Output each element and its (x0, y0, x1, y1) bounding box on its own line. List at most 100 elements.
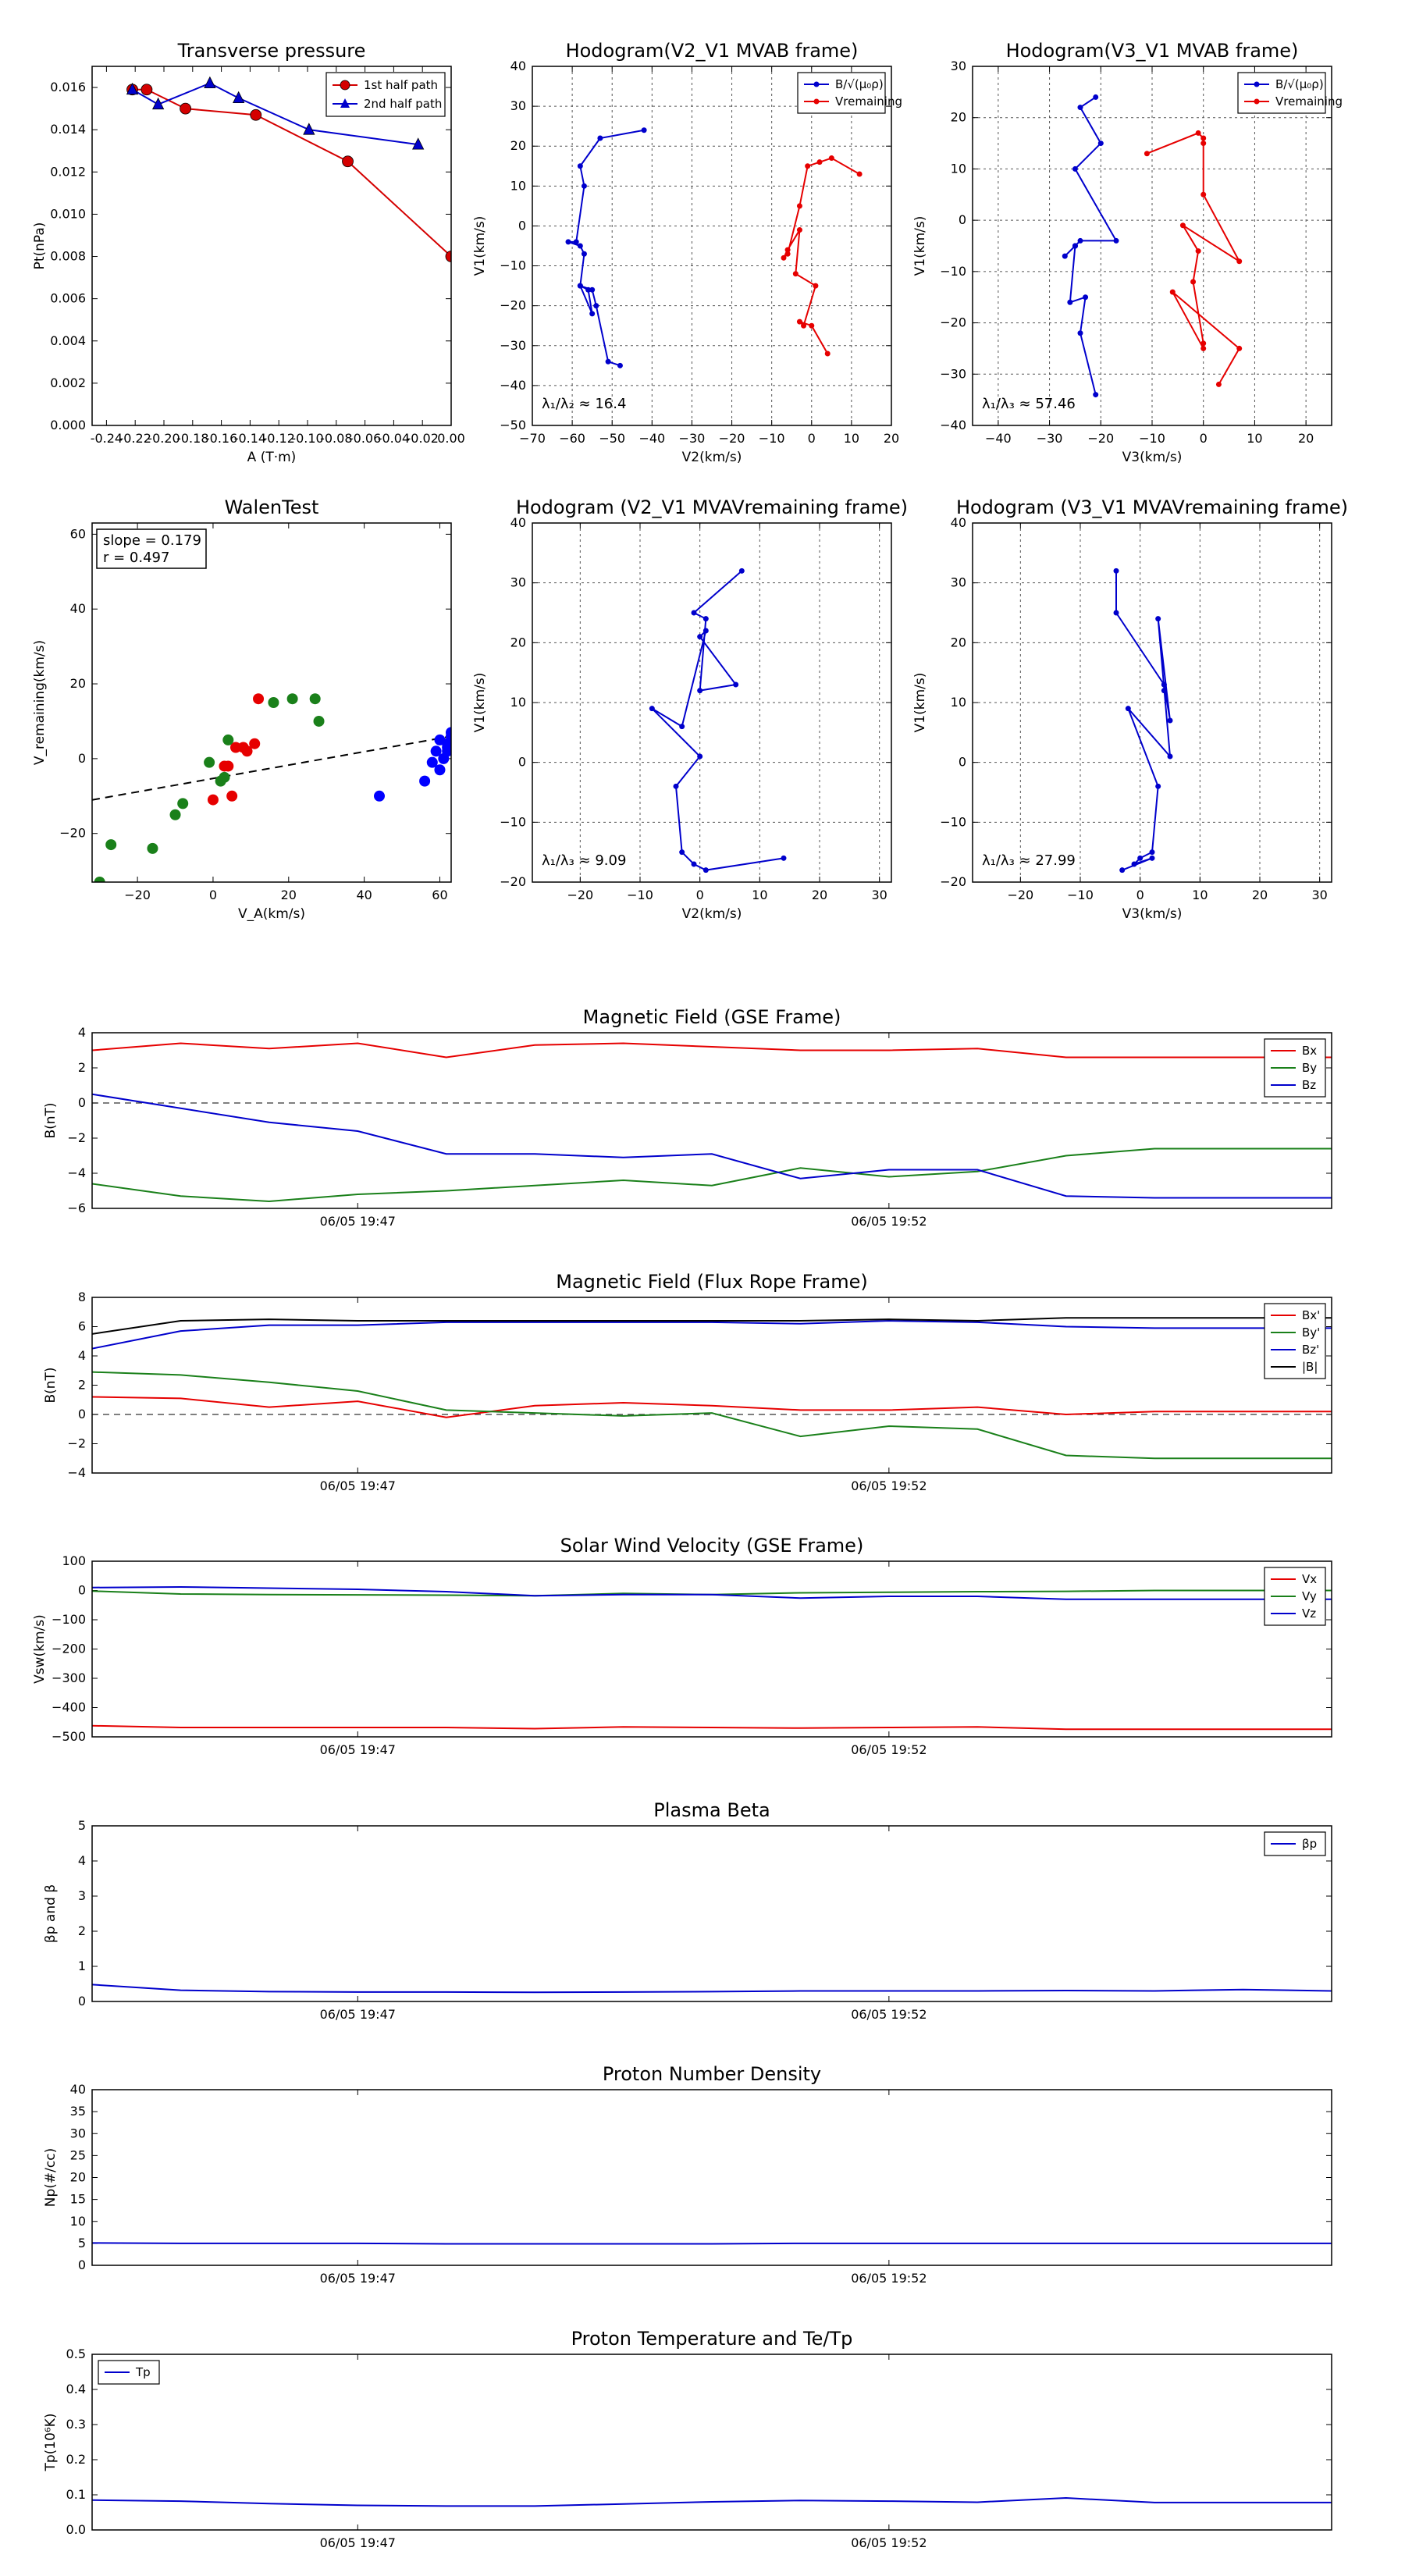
y-tick-label: 0 (959, 755, 966, 770)
x-tick-label: −20 (1007, 888, 1033, 902)
data-point (1131, 861, 1137, 867)
legend-label: Vy (1302, 1589, 1317, 1603)
y-axis-label: V1(km/s) (472, 216, 488, 276)
y-tick-label: 20 (951, 635, 966, 649)
y-axis-label: V1(km/s) (912, 216, 928, 276)
series-line-1 (92, 1371, 1332, 1460)
data-point (1062, 253, 1068, 259)
y-tick-label: 0.008 (50, 249, 86, 264)
data-point (430, 745, 442, 757)
y-tick-label: 2 (78, 1378, 86, 1393)
data-point (1072, 165, 1078, 172)
data-point (805, 163, 811, 169)
y-tick-label: 60 (70, 526, 86, 541)
eigen-ratio-label: λ₁/λ₂ ≈ 16.4 (542, 396, 626, 412)
data-point (253, 693, 265, 705)
series-line-1 (1147, 132, 1242, 385)
data-point (180, 102, 192, 115)
x-tick-label: 06/05 19:52 (851, 1214, 927, 1229)
y-tick-label: −10 (940, 264, 966, 279)
data-point (1144, 151, 1150, 157)
legend-marker (813, 98, 820, 105)
y-axis-label: V_remaining(km/s) (32, 640, 48, 765)
x-tick-label: 20 (884, 431, 899, 446)
x-tick-label: 06/05 19:52 (851, 2271, 927, 2286)
chart-title: Plasma Beta (653, 1799, 770, 1821)
plot-area (92, 2497, 1332, 2507)
data-point (1200, 191, 1207, 197)
y-tick-label: −4 (67, 1165, 86, 1180)
x-tick-label: -0.08 (320, 431, 352, 446)
x-tick-label: 06/05 19:52 (851, 2535, 927, 2550)
data-point (738, 568, 745, 574)
data-point (801, 322, 807, 329)
data-point (733, 681, 739, 688)
data-point (565, 239, 571, 245)
x-tick-label: -0.14 (234, 431, 266, 446)
y-tick-label: 3 (78, 1888, 86, 1903)
chart-pt: Transverse pressure-0.24-0.22-0.20-0.18-… (32, 40, 465, 465)
data-point (1125, 706, 1131, 712)
data-point (249, 738, 261, 749)
series-line-0 (651, 570, 784, 871)
data-point (605, 358, 611, 365)
y-tick-label: 0.0 (66, 2522, 86, 2537)
y-tick-label: 0 (518, 218, 526, 233)
legend-label: Bx (1302, 1044, 1317, 1058)
x-axis-label: V2(km/s) (682, 906, 742, 922)
y-axis-label: B(nT) (43, 1102, 59, 1138)
x-tick-label: -0.10 (291, 431, 323, 446)
y-tick-label: 40 (951, 515, 966, 530)
y-tick-label: 40 (510, 515, 526, 530)
y-tick-label: 0.1 (66, 2487, 86, 2502)
y-tick-label: 40 (510, 59, 526, 73)
y-tick-label: 8 (78, 1290, 86, 1304)
y-tick-label: 6 (78, 1319, 86, 1334)
y-tick-label: 0.2 (66, 2452, 86, 2467)
data-point (585, 286, 592, 293)
data-point (412, 137, 425, 150)
data-point (226, 790, 238, 802)
chart-title: Proton Number Density (603, 2063, 821, 2085)
legend: B/√(μ₀ρ) Vremaining (797, 72, 902, 114)
data-point (784, 251, 791, 257)
x-tick-label: 0 (1136, 888, 1144, 902)
data-point (581, 251, 587, 257)
y-tick-label: 30 (951, 59, 966, 73)
data-point (1113, 237, 1119, 244)
x-tick-label: −10 (1067, 888, 1094, 902)
data-point (1155, 616, 1161, 622)
series-line-1 (783, 157, 860, 354)
data-point (204, 756, 215, 768)
data-point (126, 82, 139, 95)
x-axis-label: V3(km/s) (1122, 450, 1183, 465)
legend-label: B/√(μ₀ρ) (835, 77, 884, 91)
legend-frame (1237, 72, 1326, 114)
x-tick-label: −10 (1139, 431, 1165, 446)
x-axis-label: V2(km/s) (682, 450, 742, 465)
y-tick-label: 0 (78, 1583, 86, 1598)
y-tick-label: −500 (52, 1729, 86, 1744)
x-tick-label: 06/05 19:47 (320, 1214, 396, 1229)
y-tick-label: 20 (70, 2170, 86, 2185)
y-tick-label: −100 (52, 1612, 86, 1627)
axes-frame (91, 2089, 1332, 2266)
data-point (828, 155, 834, 162)
data-point (233, 91, 245, 103)
x-tick-label: 06/05 19:52 (851, 1742, 927, 1757)
y-tick-label: −10 (500, 814, 526, 829)
legend-marker (340, 80, 350, 91)
data-point (147, 842, 158, 854)
data-point (207, 794, 219, 806)
y-tick-label: −300 (52, 1670, 86, 1685)
y-tick-label: 100 (62, 1553, 86, 1568)
y-tick-label: 25 (70, 2147, 86, 2162)
legend-label: |B| (1302, 1360, 1318, 1374)
data-point (1190, 279, 1197, 285)
x-tick-label: −10 (627, 888, 653, 902)
y-tick-label: −10 (940, 814, 966, 829)
y-tick-label: −50 (500, 418, 526, 432)
x-tick-label: 06/05 19:47 (320, 2007, 396, 2022)
data-point (577, 163, 583, 169)
